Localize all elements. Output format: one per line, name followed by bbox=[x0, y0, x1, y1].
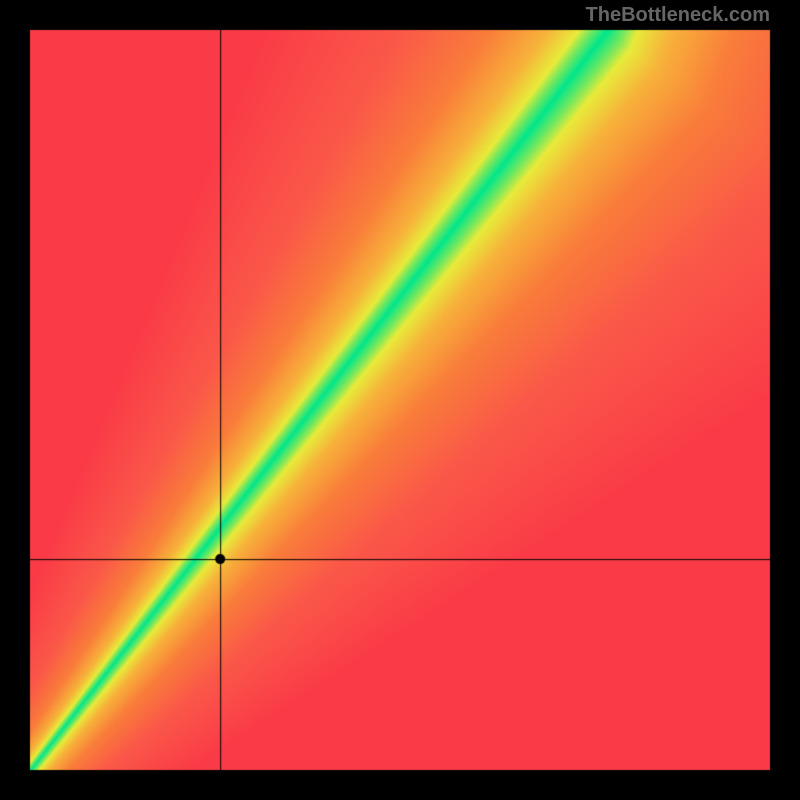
chart-container: TheBottleneck.com bbox=[0, 0, 800, 800]
bottleneck-heatmap bbox=[0, 0, 800, 800]
watermark-text: TheBottleneck.com bbox=[586, 4, 770, 27]
